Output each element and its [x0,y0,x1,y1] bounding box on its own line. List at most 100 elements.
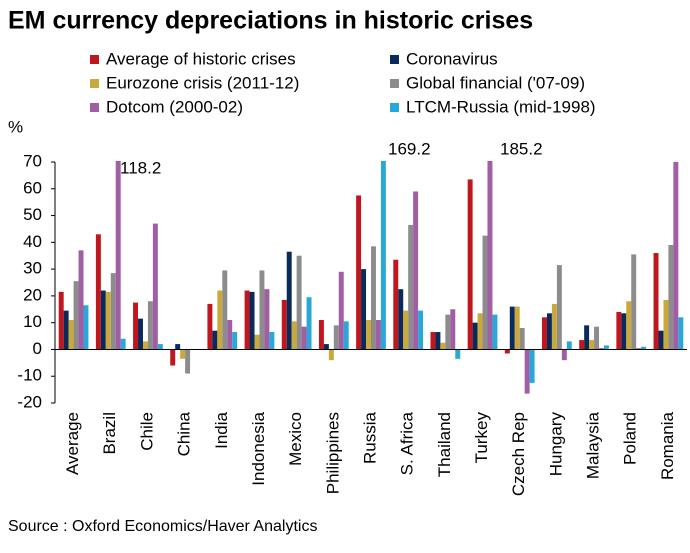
y-tick-label: 30 [23,259,42,278]
legend-swatch [390,103,399,112]
bar [249,291,255,350]
annotation: 185.2 [500,139,543,158]
bar [504,349,510,354]
bar [338,271,344,350]
bar [524,349,530,394]
bar [95,234,101,350]
bar [366,319,371,350]
bar [175,344,181,350]
bar [529,349,535,383]
bar [264,289,270,350]
bar [487,161,493,350]
bar [222,270,228,350]
bar [217,290,223,350]
bar [418,310,424,350]
bar [668,245,674,350]
bar [170,349,176,366]
bar [78,250,84,350]
bar [658,330,664,350]
annotation: 118.2 [120,158,161,177]
bar [120,338,126,350]
legend-swatch [90,55,99,64]
bar [244,290,250,350]
annotation: 169.2 [388,139,431,158]
bar [631,254,637,350]
bar [133,302,139,350]
y-tick-label: 50 [23,205,42,224]
bar [73,281,79,350]
x-tick-label: Mexico [286,412,305,466]
bar [212,330,218,350]
bar [207,303,213,350]
bar [492,314,498,350]
source: Source : Oxford Economics/Haver Analytic… [8,518,317,535]
x-tick-label: India [212,411,231,448]
x-tick-label: Indonesia [249,411,268,485]
x-tick-label: China [175,411,194,456]
bar [509,306,515,350]
bar [185,349,191,374]
bar [63,310,69,350]
bar [653,253,659,350]
bar [603,345,609,350]
legend-swatch [390,79,399,88]
plot-area [58,161,684,394]
bar [281,299,287,350]
bar [269,332,275,350]
bar [301,326,307,350]
x-tick-label: Brazil [100,412,119,455]
bar [110,273,116,350]
legend-label: Coronavirus [406,49,498,68]
y-tick-label: -20 [17,392,42,411]
bar [343,321,349,350]
bar [398,289,404,350]
bar [546,313,552,350]
bar [673,162,679,350]
legend-label: Eurozone crisis (2011-12) [106,73,299,92]
bar [306,297,312,350]
bar [445,314,451,350]
bar [361,269,367,350]
x-tick-label: Russia [360,411,379,464]
y-tick-label: 40 [23,232,42,251]
y-tick-label: 70 [23,151,42,170]
bar [413,191,419,350]
bar [594,326,600,350]
bar [621,313,627,350]
bar [678,317,684,350]
x-tick-label: Turkey [472,412,491,464]
bar [296,255,302,350]
bar [318,319,324,350]
x-tick-label: Malaysia [584,411,603,479]
bar [254,334,260,350]
bar [147,301,153,350]
bar [467,179,473,350]
bar [514,306,520,350]
bar [232,332,238,350]
x-tick-label: Czech Rep [509,412,528,496]
x-tick-label: Poland [621,412,640,465]
bar [157,344,163,350]
bar [380,161,386,350]
bar [259,270,265,350]
bar [333,325,339,350]
bar [450,309,456,350]
legend-label: Average of historic crises [106,49,296,68]
bar [68,319,74,350]
bar [584,325,590,350]
x-tick-label: Chile [137,412,156,451]
bar [482,235,488,350]
bar [435,332,441,350]
bar [430,332,436,350]
bar [375,319,381,350]
y-tick-label: -10 [17,366,42,385]
bar [180,349,186,359]
bar [472,322,478,350]
y-tick-label: 20 [23,285,42,304]
y-tick-label: 60 [23,178,42,197]
bar [105,291,111,350]
y-axis-label: % [8,117,23,136]
bar [152,223,158,350]
bar [142,341,148,350]
